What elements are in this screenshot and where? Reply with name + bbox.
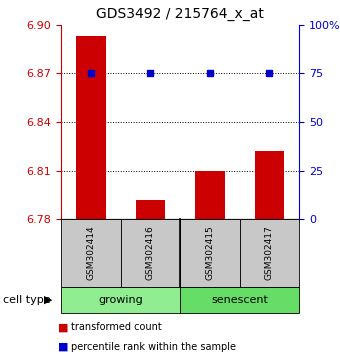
Title: GDS3492 / 215764_x_at: GDS3492 / 215764_x_at	[96, 7, 264, 21]
Text: GSM302417: GSM302417	[265, 226, 274, 280]
Text: senescent: senescent	[211, 295, 268, 305]
Text: ■: ■	[58, 342, 68, 352]
Text: percentile rank within the sample: percentile rank within the sample	[71, 342, 236, 352]
Text: GSM302415: GSM302415	[205, 226, 215, 280]
Text: cell type: cell type	[3, 295, 51, 305]
Text: growing: growing	[98, 295, 143, 305]
Text: GSM302416: GSM302416	[146, 226, 155, 280]
Bar	[195, 171, 225, 219]
Text: ▶: ▶	[44, 295, 53, 305]
Text: GSM302414: GSM302414	[86, 226, 96, 280]
Bar	[136, 200, 165, 219]
Text: transformed count: transformed count	[71, 322, 162, 332]
Text: ■: ■	[58, 322, 68, 332]
Bar	[76, 36, 106, 219]
Bar	[255, 151, 284, 219]
